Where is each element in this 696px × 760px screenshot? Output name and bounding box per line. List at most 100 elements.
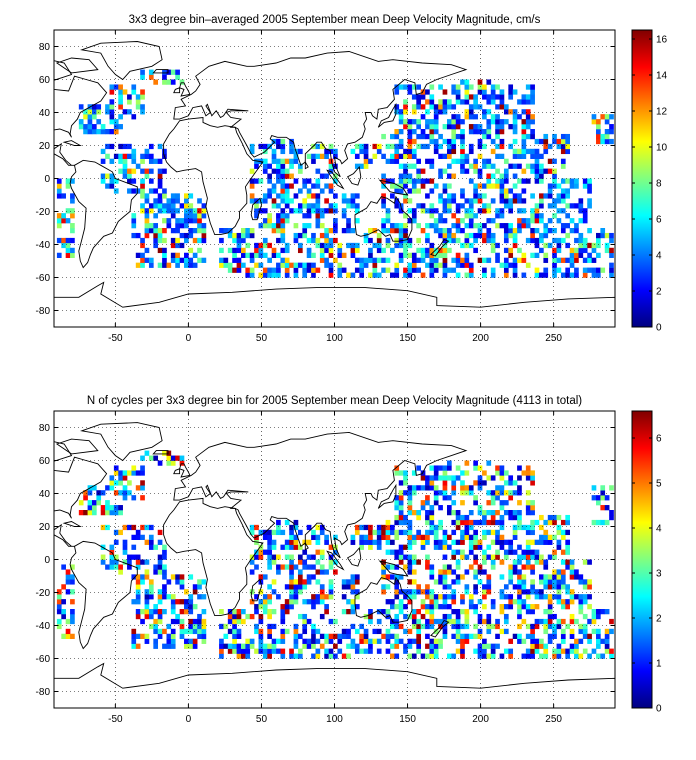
data-cell [223,228,229,234]
data-cell [446,564,452,570]
data-cell [420,500,426,506]
data-cell [508,223,514,229]
data-cell [490,554,496,560]
data-cell [61,564,66,570]
data-cell [170,193,176,199]
data-cell [368,158,373,164]
data-cell [525,119,531,125]
data-cell [525,564,531,570]
data-cell [477,257,483,263]
data-cell [534,539,540,545]
data-cell [517,208,522,214]
data-cell [398,490,404,496]
data-cell [517,148,522,155]
data-cell [556,242,562,249]
data-cell [315,267,321,273]
data-cell [609,514,614,521]
data-cell [512,490,518,496]
data-cell [381,203,386,209]
data-cell [490,500,496,506]
data-cell [416,618,421,625]
data-cell [368,643,373,649]
data-cell [407,643,413,649]
data-cell [411,609,417,615]
data-cell [280,213,286,219]
data-cell [512,119,518,125]
data-cell [517,623,522,630]
coastline-eurasia [173,51,468,178]
data-cell [508,514,514,521]
data-cell [297,148,303,155]
data-cell [258,529,264,536]
data-cell [407,638,413,644]
data-cell [565,257,571,263]
data-cell [420,653,426,659]
data-cell [442,257,448,263]
data-cell [289,554,294,560]
data-cell [166,79,172,85]
data-cell [425,589,430,595]
data-cell [350,534,356,540]
data-cell [227,262,233,268]
data-cell [127,94,132,100]
data-cell [425,594,430,600]
data-cell [354,604,360,610]
data-cell [179,242,185,249]
data-cell [477,89,483,95]
data-cell [495,104,500,110]
data-cell [521,198,527,204]
data-cell [100,173,106,179]
data-cell [407,242,413,249]
data-cell [284,564,290,570]
data-cell [390,183,395,189]
data-cell [61,242,66,249]
data-cell [346,599,351,605]
x-tick-label: 50 [256,714,268,725]
data-cell [495,119,500,125]
data-cell [284,539,290,545]
data-cell [525,124,531,130]
data-cell [460,480,465,486]
data-cell [223,643,229,649]
data-cell [157,539,163,545]
data-cell [267,628,272,635]
data-cell [552,534,557,540]
data-cell [521,138,527,145]
data-cell [188,247,194,254]
data-cell [468,94,474,100]
data-cell [302,549,308,555]
data-cell [442,267,448,273]
data-cell [276,173,281,179]
data-cell [148,153,154,159]
data-cell [385,584,391,590]
data-cell [267,544,272,550]
data-cell [569,569,575,575]
data-cell [372,539,378,545]
data-cell [105,524,110,531]
data-cell [140,203,145,209]
data-cell [416,158,421,164]
data-cell [276,213,281,219]
data-cell [451,475,457,481]
data-cell [521,574,527,580]
data-cell [262,599,268,605]
colorbar-tick-label: 8 [656,179,662,190]
data-cell [87,129,93,135]
data-cell [600,267,606,273]
data-cell [464,514,470,521]
data-cell [468,143,474,150]
data-cell [517,569,522,575]
data-cell [473,574,478,580]
data-cell [547,584,553,590]
data-cell [429,252,435,258]
data-cell [446,208,452,214]
data-cell [148,594,154,600]
colorbar-tick-label: 5 [656,479,662,490]
data-cell [490,218,496,224]
data-cell [482,519,487,526]
data-cell [398,183,404,189]
data-cell [565,193,571,199]
data-cell [197,198,202,204]
data-cell [433,500,439,506]
data-cell [517,604,522,610]
